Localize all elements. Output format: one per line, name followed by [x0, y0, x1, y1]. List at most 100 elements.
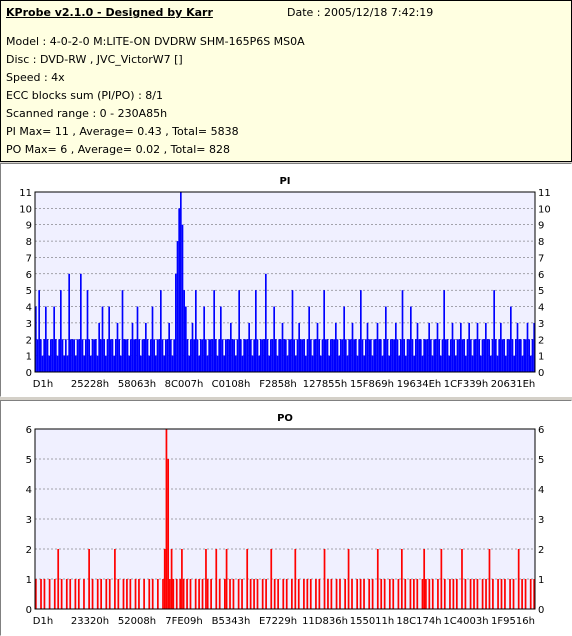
pi-bar [320, 355, 322, 372]
po-ytick-right-label: 4 [538, 485, 544, 496]
po-bar [481, 579, 484, 609]
pi-ytick-left-label: 8 [26, 237, 32, 248]
pi-bar [220, 306, 222, 372]
pi-bar [110, 339, 112, 372]
pi-bar [100, 339, 102, 372]
pi-bar [518, 339, 520, 372]
pi-bar [286, 355, 289, 372]
pi-bar [233, 339, 235, 372]
pi-bar [253, 339, 255, 372]
pi-bar [336, 339, 339, 372]
pi-ytick-right-label: 6 [538, 270, 544, 281]
po-bar [392, 579, 395, 609]
po-bar [165, 429, 168, 609]
po-bar [476, 579, 479, 609]
pi-ytick-right-label: 8 [538, 237, 544, 248]
po-bar [253, 579, 255, 609]
pi-bar [205, 339, 207, 372]
pi-xtick-label: C0108h [212, 379, 251, 390]
pi-bar [206, 355, 209, 372]
pi-ytick-right-label: 11 [538, 188, 551, 199]
po-bar [88, 549, 90, 609]
po-bar [428, 579, 431, 609]
pi-bar [161, 339, 164, 372]
pi-bar [470, 339, 472, 372]
pi-ytick-left-label: 0 [26, 368, 32, 379]
pi-bar [530, 355, 532, 372]
pi-bar [290, 339, 292, 372]
pi-bar [355, 339, 357, 372]
pi-bar [61, 339, 64, 372]
pi-bar [326, 339, 329, 372]
pi-bar [226, 339, 229, 372]
pi-bar [363, 355, 365, 372]
pi-bar [50, 339, 52, 372]
po-xtick-label: 7FE09h [165, 616, 203, 627]
po-ytick-right-label: 6 [538, 425, 544, 436]
pi-bar [498, 339, 500, 372]
pi-bar [58, 339, 60, 372]
pi-bar [370, 339, 372, 372]
pi-bar [295, 355, 297, 372]
pi-bar [273, 306, 275, 372]
po-bar [473, 579, 475, 609]
po-bar [521, 579, 523, 609]
po-bar [179, 579, 182, 609]
pi-bar [135, 339, 137, 372]
pi-chart-panel: PI 0 0 1 1 2 2 3 3 4 4 5 5 6 6 7 7 8 8 9 9 10 10 11 11 D1h 25228h 5… [0, 163, 572, 397]
pi-bar [126, 339, 129, 372]
po-xtick-label: 18C174h [396, 616, 441, 627]
po-bar [198, 579, 200, 609]
po-bar [108, 579, 111, 609]
pi-bar [283, 339, 285, 372]
po-bar [189, 579, 192, 609]
pi-bar [465, 355, 467, 372]
pi-bar [448, 355, 450, 372]
pi-bar [490, 355, 492, 372]
pi-bar [85, 339, 87, 372]
pi-bar [453, 339, 455, 372]
pi-bar [41, 355, 44, 372]
pi-bar [443, 290, 445, 372]
po-bar [443, 579, 446, 609]
pi-bar [150, 339, 152, 372]
pi-bar [46, 339, 49, 372]
pi-bar [343, 306, 345, 372]
pi-bar [95, 339, 97, 372]
pi-ytick-right-label: 5 [538, 286, 544, 297]
pi-xtick-label: 25228h [71, 379, 109, 390]
pi-bar [385, 306, 387, 372]
pi-bar [496, 355, 499, 372]
po-bar [206, 579, 209, 609]
pi-bar [246, 339, 249, 372]
po-ytick-right-label: 3 [538, 515, 544, 526]
pi-bar [73, 339, 75, 372]
pi-ytick-left-label: 4 [26, 303, 32, 314]
pi-bar [113, 355, 115, 372]
po-bar [57, 549, 60, 609]
pi-bar [148, 355, 150, 372]
pi-bar [451, 322, 454, 372]
po-stats-line: PO Max= 6 , Average= 0.02 , Total= 828 [6, 143, 230, 156]
pi-bar [386, 339, 389, 372]
pi-chart-title: PI [279, 176, 290, 187]
po-bar [74, 579, 77, 609]
pi-ytick-left-label: 2 [26, 335, 32, 346]
pi-bar [356, 355, 359, 372]
pi-bar [245, 339, 247, 372]
pi-bar [410, 306, 412, 372]
pi-bar [91, 339, 94, 372]
pi-bar [380, 339, 382, 372]
pi-bar [461, 339, 464, 372]
po-bar [380, 579, 383, 609]
pi-bar [265, 273, 267, 372]
pi-bar [111, 339, 114, 372]
pi-bar [441, 339, 444, 372]
po-bar [172, 579, 175, 609]
po-xtick-label: B5343h [212, 616, 251, 627]
po-bar [368, 579, 371, 609]
pi-bar [76, 339, 79, 372]
po-bar [404, 579, 407, 609]
pi-bar [406, 339, 409, 372]
pi-bar [301, 339, 304, 372]
